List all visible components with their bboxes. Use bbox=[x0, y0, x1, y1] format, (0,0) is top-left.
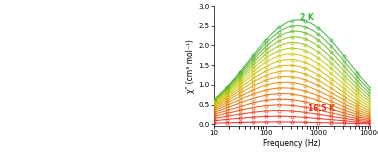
Y-axis label: χ″ (cm³ mol⁻¹): χ″ (cm³ mol⁻¹) bbox=[186, 39, 195, 93]
X-axis label: Frequency (Hz): Frequency (Hz) bbox=[263, 139, 321, 148]
Text: 16.5 K: 16.5 K bbox=[308, 104, 335, 113]
Text: 2 K: 2 K bbox=[300, 13, 314, 22]
